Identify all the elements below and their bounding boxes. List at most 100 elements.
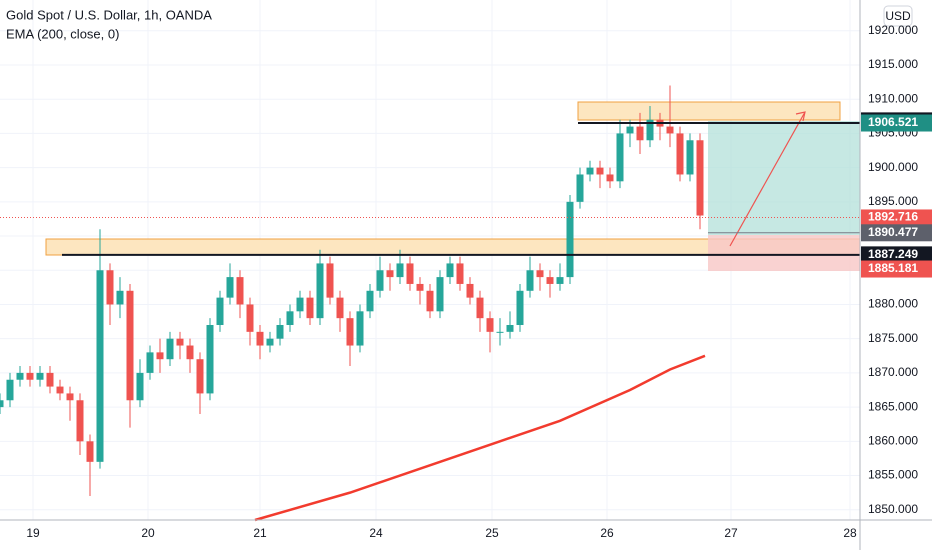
candle-body [506,325,514,332]
candle-body [356,311,364,346]
ema-line [254,354,706,522]
candle-body [396,263,404,278]
y-tick-label: 1880.000 [868,297,918,311]
candle-body [296,297,304,312]
y-tick-label: 1910.000 [868,91,918,105]
candle-body [266,338,274,346]
price-tag-label: 1906.521 [868,115,918,129]
y-tick-label: 1875.000 [868,331,918,345]
candle-body [466,283,474,298]
candle-body [436,277,444,312]
candle-body [366,290,374,312]
candle-body [256,331,264,346]
candle-body [6,379,14,401]
candle-body [136,372,144,401]
price-tag [861,114,932,132]
x-tick-label: 21 [253,526,267,540]
candle-body [386,270,394,278]
candle-body [306,297,314,319]
candle-body [646,119,654,141]
candle-body [0,400,4,408]
loss-zone [708,235,860,271]
grid [0,0,860,520]
y-tick-label: 1850.000 [868,502,918,516]
candle-body [446,263,454,278]
candle-body [586,167,594,175]
candle-body [316,263,324,319]
price-tag-label: 1887.249 [868,247,918,261]
y-tick-label: 1860.000 [868,433,918,447]
candle-body [176,338,184,346]
y-tick-label: 1895.000 [868,194,918,208]
candle-body [66,393,74,401]
candle-body [626,126,634,134]
x-tick-label: 27 [724,526,738,540]
price-tag-label: 1890.477 [868,225,918,239]
currency[interactable]: USD [885,9,911,23]
candle-body [246,304,254,332]
candle-body [36,372,44,380]
arrow-head [795,111,806,122]
candle-body [546,277,554,284]
candle-body [536,270,544,278]
profit-zone [708,121,860,235]
candle-body [326,263,334,298]
x-tick-label: 24 [369,526,383,540]
candle-body [576,174,584,202]
resistance-zone [577,101,841,121]
candle-body [206,325,214,394]
candle-body [406,263,414,284]
x-tick-label: 25 [485,526,499,540]
candle-body [556,277,564,284]
candle-body [276,325,284,339]
candle-body [286,311,294,325]
x-tick-label: 19 [26,526,40,540]
chart-title: Gold Spot / U.S. Dollar, 1h, OANDA [6,7,212,22]
candle-body [496,331,504,333]
y-tick-label: 1865.000 [868,399,918,413]
candle-body [106,270,114,305]
candle-body [666,126,674,134]
candle-body [376,270,384,291]
price-tag-label: 1892.716 [868,210,918,224]
candle-body [636,126,644,141]
candle-body [346,318,354,346]
indicator-legend: EMA (200, close, 0) [6,26,119,41]
candle-body [606,174,614,182]
price-labels: 1850.000 1855.000 1860.000 1865.000 1870.000… [861,23,932,516]
candle-body [526,270,534,291]
y-tick-label: 1870.000 [868,365,918,379]
price-tag-label: 1885.181 [868,261,918,275]
candle-body [86,441,94,462]
candle-body [516,290,524,325]
candle-body [126,290,134,401]
candle-body [336,297,344,319]
candle-body [696,140,704,216]
candle-body [236,277,244,305]
candle-body [476,297,484,319]
plot [0,85,860,522]
candle-body [166,338,174,360]
x-tick-label: 20 [141,526,155,540]
candle-body [676,133,684,175]
y-tick-label: 1920.000 [868,23,918,37]
y-tick-label: 1915.000 [868,57,918,71]
candle-body [186,345,194,360]
x-tick-label: 26 [600,526,614,540]
x-tick-label: 28 [843,526,857,540]
candle-body [116,290,124,305]
candle-body [96,270,104,462]
candle-body [16,372,24,380]
candle-body [56,386,64,394]
candle-body [416,283,424,291]
y-tick-label: 1855.000 [868,468,918,482]
candle-body [146,352,154,373]
currency-box[interactable] [883,5,913,27]
price-tag [861,260,932,278]
candle-body [566,201,574,278]
candle-body [686,140,694,175]
candle-body [46,372,54,387]
projection-arrow [729,111,806,247]
